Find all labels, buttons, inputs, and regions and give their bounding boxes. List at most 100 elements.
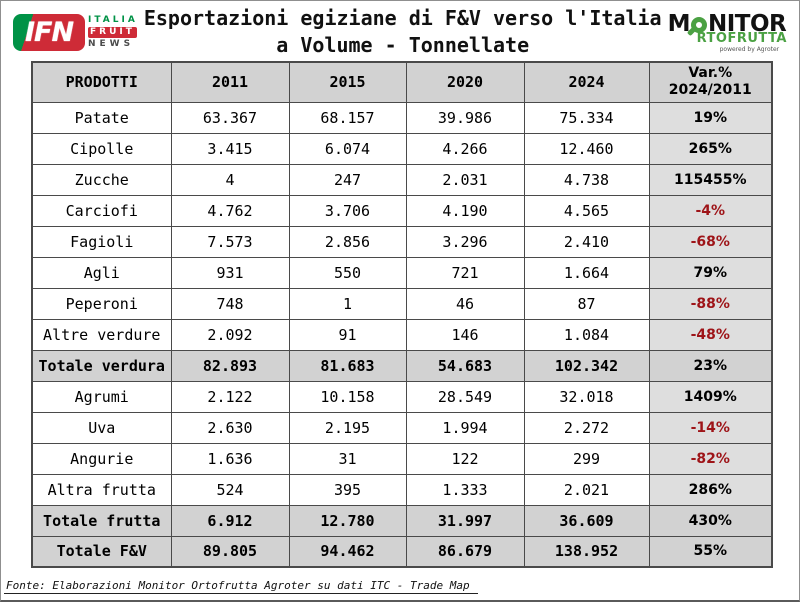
value-2015: 31: [288, 442, 407, 475]
ifn-badge-icon: IFN: [13, 13, 85, 51]
product-name: Carciofi: [31, 194, 172, 227]
ortofrutta-wordmark: RTOFRUTTA: [696, 30, 787, 46]
value-2024: 1.084: [523, 318, 650, 351]
var-header-line-2: 2024/2011: [668, 82, 752, 99]
value-2015: 12.780: [288, 504, 407, 537]
col-header-2020: 2020: [405, 61, 525, 103]
table-row-totale-frutta: Totale frutta 6.912 12.780 31.997 36.609…: [31, 504, 773, 537]
value-2020: 1.333: [405, 473, 525, 506]
var-percent: 430%: [648, 504, 773, 537]
var-percent: 19%: [648, 101, 773, 134]
value-2011: 6.912: [170, 504, 290, 537]
value-2024: 102.342: [523, 349, 650, 382]
table-row-cipolle: Cipolle 3.415 6.074 4.266 12.460 265%: [31, 132, 773, 165]
value-2011: 1.636: [170, 442, 290, 475]
value-2011: 82.893: [170, 349, 290, 382]
powered-by-agroter-label: powered by Agroter: [719, 45, 780, 53]
value-2015: 94.462: [288, 535, 407, 568]
value-2011: 748: [170, 287, 290, 320]
product-name: Agrumi: [31, 380, 172, 413]
var-percent-negative: -4%: [648, 194, 773, 227]
ifn-word-italia: ITALIA: [88, 14, 138, 25]
value-2011: 2.092: [170, 318, 290, 351]
col-header-2024: 2024: [523, 61, 650, 103]
table-row-altre-verdure: Altre verdure 2.092 91 146 1.084 -48%: [31, 318, 773, 351]
table-row-fagioli: Fagioli 7.573 2.856 3.296 2.410 -68%: [31, 225, 773, 258]
value-2015: 10.158: [288, 380, 407, 413]
value-2024: 75.334: [523, 101, 650, 134]
table-row-angurie: Angurie 1.636 31 122 299 -82%: [31, 442, 773, 475]
value-2024: 36.609: [523, 504, 650, 537]
value-2011: 2.630: [170, 411, 290, 444]
var-percent: 265%: [648, 132, 773, 165]
magnifier-icon: [691, 16, 707, 33]
var-percent: 79%: [648, 256, 773, 289]
var-percent: 286%: [648, 473, 773, 506]
value-2015: 1: [288, 287, 407, 320]
var-percent: 1409%: [648, 380, 773, 413]
title-line-1: Esportazioni egiziane di F&V verso l'Ita…: [143, 6, 662, 30]
value-2020: 2.031: [405, 163, 525, 196]
table-row-patate: Patate 63.367 68.157 39.986 75.334 19%: [31, 101, 773, 134]
col-header-2015: 2015: [288, 61, 407, 103]
value-2020: 54.683: [405, 349, 525, 382]
value-2011: 4.762: [170, 194, 290, 227]
value-2015: 91: [288, 318, 407, 351]
value-2015: 550: [288, 256, 407, 289]
title-line-2: a Volume - Tonnellate: [276, 33, 530, 57]
export-data-table: PRODOTTI 2011 2015 2020 2024 Var.% 2024/…: [31, 61, 773, 568]
value-2011: 3.415: [170, 132, 290, 165]
value-2020: 3.296: [405, 225, 525, 258]
value-2024: 2.272: [523, 411, 650, 444]
product-name: Patate: [31, 101, 172, 134]
value-2020: 4.190: [405, 194, 525, 227]
value-2020: 4.266: [405, 132, 525, 165]
monitor-wordmark: M NITOR: [668, 12, 787, 36]
product-name: Uva: [31, 411, 172, 444]
var-percent-negative: -82%: [648, 442, 773, 475]
value-2011: 63.367: [170, 101, 290, 134]
table-row-totale-verdura: Totale verdura 82.893 81.683 54.683 102.…: [31, 349, 773, 382]
value-2024: 12.460: [523, 132, 650, 165]
col-header-2011: 2011: [170, 61, 290, 103]
value-2024: 138.952: [523, 535, 650, 568]
value-2024: 1.664: [523, 256, 650, 289]
product-name: Agli: [31, 256, 172, 289]
table-row-altra-frutta: Altra frutta 524 395 1.333 2.021 286%: [31, 473, 773, 506]
value-2015: 81.683: [288, 349, 407, 382]
value-2024: 87: [523, 287, 650, 320]
value-2024: 32.018: [523, 380, 650, 413]
table-row-agrumi: Agrumi 2.122 10.158 28.549 32.018 1409%: [31, 380, 773, 413]
value-2024: 2.410: [523, 225, 650, 258]
var-header-line-1: Var.%: [688, 65, 733, 82]
value-2020: 122: [405, 442, 525, 475]
table-row-zucche: Zucche 4 247 2.031 4.738 115455%: [31, 163, 773, 196]
header-band: IFN ITALIA FRUIT NEWS Esportazioni egizi…: [1, 1, 799, 59]
value-2024: 299: [523, 442, 650, 475]
var-percent: 55%: [648, 535, 773, 568]
monitor-letters-nitor: NITOR: [708, 10, 787, 37]
value-2015: 68.157: [288, 101, 407, 134]
value-2011: 524: [170, 473, 290, 506]
product-name: Totale F&V: [31, 535, 172, 568]
value-2020: 31.997: [405, 504, 525, 537]
product-name: Angurie: [31, 442, 172, 475]
value-2020: 721: [405, 256, 525, 289]
page-title: Esportazioni egiziane di F&V verso l'Ita…: [138, 5, 668, 59]
monitor-letter-m: M: [667, 10, 691, 37]
value-2011: 7.573: [170, 225, 290, 258]
table-row-carciofi: Carciofi 4.762 3.706 4.190 4.565 -4%: [31, 194, 773, 227]
product-name: Cipolle: [31, 132, 172, 165]
value-2011: 2.122: [170, 380, 290, 413]
value-2020: 46: [405, 287, 525, 320]
value-2015: 6.074: [288, 132, 407, 165]
table-header-row: PRODOTTI 2011 2015 2020 2024 Var.% 2024/…: [31, 61, 773, 103]
value-2024: 2.021: [523, 473, 650, 506]
value-2011: 931: [170, 256, 290, 289]
product-name: Totale verdura: [31, 349, 172, 382]
value-2011: 89.805: [170, 535, 290, 568]
table-row-uva: Uva 2.630 2.195 1.994 2.272 -14%: [31, 411, 773, 444]
value-2020: 39.986: [405, 101, 525, 134]
table-row-peperoni: Peperoni 748 1 46 87 -88%: [31, 287, 773, 320]
product-name: Zucche: [31, 163, 172, 196]
